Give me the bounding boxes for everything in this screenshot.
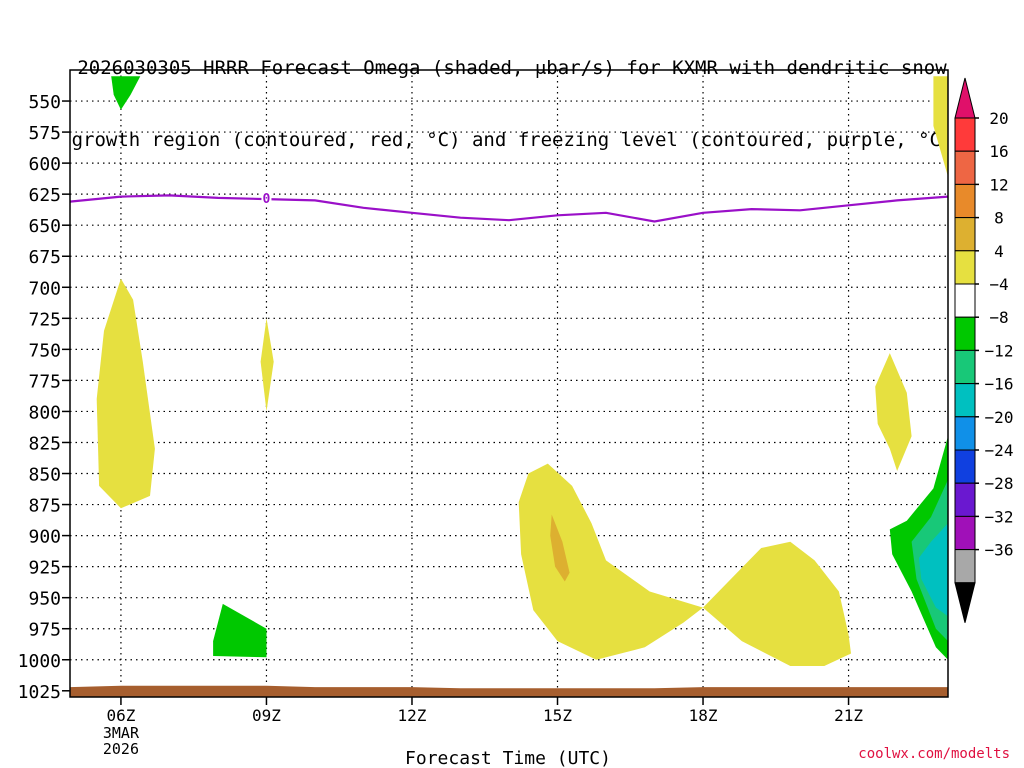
plot-frame xyxy=(69,69,949,698)
y-axis: 550 575 600 625 650 675 700 725 750 775 800 825 850 8… xyxy=(18,92,70,703)
omega-area-3 xyxy=(260,318,274,412)
freezing-level-line xyxy=(69,194,949,223)
colorbar-label-7: −12 xyxy=(985,341,1014,360)
colorbar-label-0: 20 xyxy=(989,109,1008,128)
omega-area-8 xyxy=(875,353,912,471)
y-tick-label-550: 550 xyxy=(28,92,61,113)
colorbar-label-12: −32 xyxy=(985,507,1014,526)
x-tick-label-09Z: 09Z xyxy=(252,706,281,725)
y-tick-label-825: 825 xyxy=(28,433,61,454)
y-tick-label-575: 575 xyxy=(28,123,61,144)
omega-area-5 xyxy=(518,463,703,660)
colorbar-label-6: −8 xyxy=(989,308,1008,327)
y-tick-label-750: 750 xyxy=(28,340,61,361)
colorbar-label-2: 12 xyxy=(989,175,1008,194)
omega-area-6 xyxy=(703,541,851,666)
y-tick-label-600: 600 xyxy=(28,154,61,175)
colorbar-swatch-9 xyxy=(954,416,976,451)
colorbar-swatch-7 xyxy=(954,349,976,385)
freezing-level-layer: 0 xyxy=(69,190,949,223)
colorbar-label-8: −16 xyxy=(985,375,1014,394)
colorbar-swatch-6 xyxy=(954,316,976,351)
colorbar-label-4: 4 xyxy=(994,242,1004,261)
colorbar-label-1: 16 xyxy=(989,142,1008,161)
omega-area-11 xyxy=(918,523,948,617)
y-tick-label-975: 975 xyxy=(28,620,61,641)
y-tick-label-1025: 1025 xyxy=(18,682,61,703)
x-tick-label-12Z: 12Z xyxy=(398,706,427,725)
colorbar-swatch-2 xyxy=(954,183,976,219)
colorbar-label-11: −28 xyxy=(985,474,1014,493)
colorbar-bottom-arrow xyxy=(954,582,976,623)
y-tick-label-775: 775 xyxy=(28,371,61,392)
colorbar-swatch-4 xyxy=(954,250,976,285)
y-tick-label-625: 625 xyxy=(28,185,61,206)
terrain-layer xyxy=(70,685,948,697)
y-tick-label-925: 925 xyxy=(28,558,61,579)
colorbar-top-arrow xyxy=(954,77,976,119)
colorbar-label-13: −36 xyxy=(985,541,1014,560)
x-tick-label-15Z: 15Z xyxy=(543,706,572,725)
y-tick-label-700: 700 xyxy=(28,278,61,299)
freezing-level-label-bg xyxy=(261,190,272,205)
site-credit: coolwx.com/modelts xyxy=(858,746,1010,762)
y-tick-label-875: 875 xyxy=(28,496,61,517)
terrain-surface xyxy=(70,685,948,697)
omega-area-1 xyxy=(111,76,141,110)
y-tick-label-950: 950 xyxy=(28,589,61,610)
chart-title: 2026030305 HRRR Forecast Omega (shaded, … xyxy=(0,8,1024,176)
colorbar-swatch-10 xyxy=(954,449,976,484)
title-line-2: growth region (contoured, red, °C) and f… xyxy=(71,129,953,151)
x-axis-label: Forecast Time (UTC) xyxy=(405,748,611,768)
colorbar-swatch-5 xyxy=(954,283,976,318)
colorbar-label-3: 8 xyxy=(994,209,1004,228)
x-date-label-1: 2026 xyxy=(103,740,139,758)
colorbar-label-5: −4 xyxy=(989,275,1008,294)
omega-area-4 xyxy=(213,603,267,658)
y-tick-label-900: 900 xyxy=(28,527,61,548)
x-tick-label-06Z: 06Z xyxy=(106,706,135,725)
freezing-level-label: 0 xyxy=(263,192,271,207)
y-tick-label-850: 850 xyxy=(28,465,61,486)
omega-area-2 xyxy=(96,278,155,509)
y-tick-label-650: 650 xyxy=(28,216,61,237)
x-tick-label-18Z: 18Z xyxy=(689,706,718,725)
omega-area-7 xyxy=(550,514,570,582)
colorbar: 20 16 12 8 4 −4 −8 −12 −16 −20 −24 −28 −32 −36 xyxy=(954,77,1014,623)
omega-area-0 xyxy=(933,76,948,177)
colorbar-swatch-11 xyxy=(954,482,976,517)
omega-areas xyxy=(96,76,948,666)
x-tick-label-21Z: 21Z xyxy=(834,706,863,725)
colorbar-swatch-12 xyxy=(954,515,976,551)
colorbar-label-10: −24 xyxy=(985,441,1014,460)
colorbar-swatch-3 xyxy=(954,217,976,252)
y-tick-label-800: 800 xyxy=(28,402,61,423)
colorbar-swatch-13 xyxy=(954,549,976,584)
colorbar-swatch-0 xyxy=(954,117,976,152)
x-date-label-0: 3MAR xyxy=(103,724,140,742)
colorbar-swatch-1 xyxy=(954,150,976,185)
colorbar-swatch-8 xyxy=(954,383,976,418)
y-tick-label-1000: 1000 xyxy=(18,651,61,672)
y-tick-label-725: 725 xyxy=(28,309,61,330)
colorbar-label-9: −20 xyxy=(985,408,1014,427)
title-line-1: 2026030305 HRRR Forecast Omega (shaded, … xyxy=(77,57,947,79)
y-tick-label-675: 675 xyxy=(28,247,61,268)
